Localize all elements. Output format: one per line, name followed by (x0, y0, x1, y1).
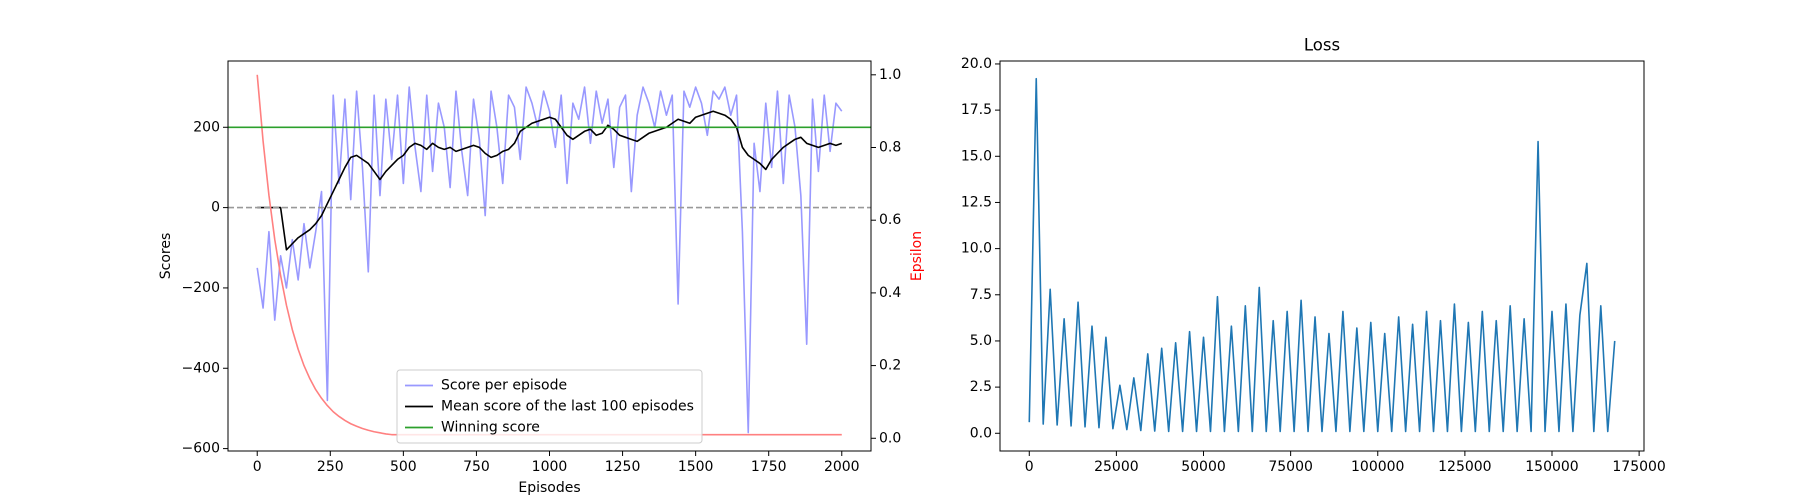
y-tick-label: 0.0 (970, 425, 992, 441)
plot-area (1028, 77, 1616, 433)
subplot: 0 25000 50000 75000 100000 125000 150000 175000… (961, 36, 1666, 476)
plot-area (228, 74, 871, 436)
x-tick-label: 1250 (605, 459, 641, 475)
legend-label: Winning score (441, 420, 540, 436)
legend-label: Mean score of the last 100 episodes (441, 399, 694, 415)
y-tick-label: 20.0 (961, 56, 992, 72)
x-tick-label: 50000 (1181, 459, 1226, 475)
legend: Score per episode Mean score of the last … (396, 369, 703, 444)
subplot: 0 250 500 750 1000 1250 1500 1750 2000−600−400−2… (158, 60, 925, 496)
x-tick-label: 150000 (1525, 459, 1578, 475)
axes-frame (999, 60, 1645, 452)
x-tick-label: 0 (253, 459, 262, 475)
y-tick-label: 15.0 (961, 148, 992, 164)
y-tick-label: 10.0 (961, 241, 992, 257)
x-tick-label: 500 (390, 459, 417, 475)
y-tick-label: −200 (182, 280, 220, 296)
x-tick-label: 750 (463, 459, 490, 475)
x-tick-label: 1750 (751, 459, 787, 475)
y-tick-label: 200 (193, 119, 220, 135)
x-tick-label: 250 (317, 459, 344, 475)
chart-title: Loss (1304, 36, 1340, 55)
x-tick-label: 100000 (1351, 459, 1404, 475)
y-tick-label: 12.5 (961, 194, 992, 210)
x-axis-label: Episodes (518, 480, 580, 496)
y-tick-label: 5.0 (970, 333, 992, 349)
y-tick-label: −400 (182, 360, 220, 376)
legend-label: Score per episode (441, 378, 567, 394)
x-tick-label: 25000 (1094, 459, 1139, 475)
x-tick-label: 0 (1025, 459, 1034, 475)
y2-tick-label: 0.8 (879, 140, 901, 156)
y-tick-label: −600 (182, 441, 220, 457)
x-tick-label: 2000 (824, 459, 860, 475)
y2-tick-label: 0.0 (879, 430, 901, 446)
x-tick-label: 1000 (532, 459, 568, 475)
series-line (256, 74, 842, 436)
series-line (1028, 77, 1616, 433)
x-tick-label: 75000 (1268, 459, 1313, 475)
y2-tick-label: 0.6 (879, 212, 901, 228)
x-tick-label: 125000 (1438, 459, 1491, 475)
y-tick-label: 2.5 (970, 379, 992, 395)
x-tick-label: 175000 (1612, 459, 1665, 475)
y-tick-label: 0 (211, 200, 220, 216)
y2-tick-label: 0.2 (879, 358, 901, 374)
y-axis-label: Scores (158, 233, 174, 280)
x-tick-label: 1500 (678, 459, 714, 475)
y2-tick-label: 0.4 (879, 285, 901, 301)
y-tick-label: 7.5 (970, 287, 992, 303)
legend-box (396, 369, 703, 444)
y2-axis-label: Epsilon (909, 231, 925, 281)
y2-tick-label: 1.0 (879, 67, 901, 83)
series-line (257, 110, 843, 251)
y-tick-label: 17.5 (961, 102, 992, 118)
